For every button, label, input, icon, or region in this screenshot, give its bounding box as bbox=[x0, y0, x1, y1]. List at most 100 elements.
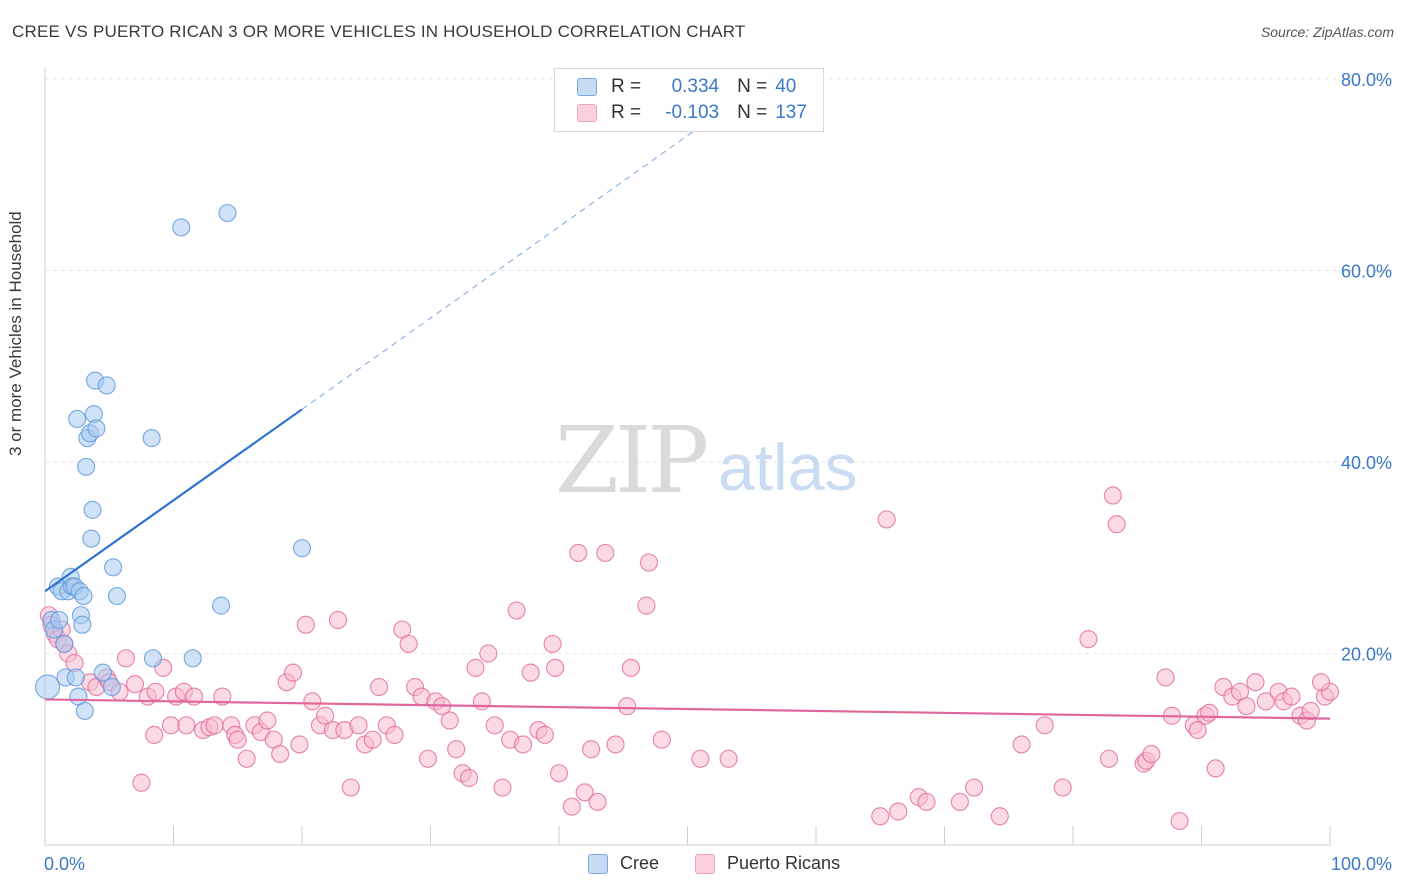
puerto-ricans-point bbox=[507, 601, 526, 620]
cree-point bbox=[292, 539, 312, 558]
puerto-ricans-point bbox=[889, 802, 908, 821]
puerto-ricans-point bbox=[637, 596, 656, 615]
series-legend: Cree Puerto Ricans bbox=[588, 853, 876, 874]
puerto-ricans-point bbox=[950, 792, 970, 812]
puerto-ricans-swatch bbox=[577, 104, 597, 122]
cree-swatch bbox=[588, 853, 608, 874]
puerto-ricans-point bbox=[125, 675, 145, 694]
watermark-atlas: atlas bbox=[718, 430, 857, 504]
cree-point bbox=[82, 529, 101, 548]
puerto-ricans-point bbox=[1079, 630, 1098, 649]
cree-point bbox=[211, 596, 231, 615]
puerto-ricans-point bbox=[639, 553, 659, 572]
y-tick-label: 80.0% bbox=[1341, 70, 1392, 90]
puerto-ricans-point bbox=[549, 764, 569, 783]
n-value: 40 bbox=[775, 76, 797, 97]
cree-point bbox=[87, 419, 106, 438]
grid-lines bbox=[45, 78, 1392, 654]
puerto-ricans-point bbox=[303, 692, 322, 711]
puerto-ricans-point bbox=[271, 744, 290, 764]
puerto-ricans-point bbox=[1246, 673, 1265, 692]
r-value: 0.334 bbox=[671, 76, 720, 97]
puerto-ricans-point bbox=[485, 716, 504, 735]
puerto-ricans-point bbox=[1107, 515, 1126, 534]
cree-point bbox=[107, 586, 127, 606]
puerto-ricans-point bbox=[237, 749, 256, 768]
puerto-ricans-point bbox=[258, 711, 277, 730]
puerto-ricans-point bbox=[1237, 697, 1256, 716]
cree-point bbox=[68, 409, 87, 429]
puerto-ricans-point bbox=[447, 740, 466, 759]
cree-point bbox=[55, 634, 74, 654]
puerto-ricans-point bbox=[877, 510, 896, 529]
cree-point bbox=[75, 701, 94, 721]
r-label: R = bbox=[611, 102, 642, 123]
puerto-ricans-point bbox=[328, 610, 348, 630]
puerto-ricans-point bbox=[596, 543, 615, 563]
puerto-ricans-point bbox=[283, 663, 303, 682]
cree-point bbox=[77, 457, 96, 476]
y-tick-label: 20.0% bbox=[1341, 645, 1392, 665]
y-tick-label: 40.0% bbox=[1341, 453, 1392, 473]
puerto-ricans-point bbox=[370, 677, 389, 697]
puerto-ricans-point bbox=[1200, 703, 1219, 722]
puerto-ricans-point bbox=[349, 716, 368, 735]
puerto-ricans-point bbox=[575, 783, 594, 802]
cree-point bbox=[34, 674, 61, 700]
puerto-ricans-swatch bbox=[695, 853, 716, 874]
puerto-ricans-point bbox=[652, 730, 671, 749]
stats-row-puerto-ricans: R = -0.103 N = 137 bbox=[577, 101, 807, 125]
legend-item-puerto-ricans: Puerto Ricans bbox=[695, 853, 840, 874]
puerto-ricans-point bbox=[316, 706, 335, 725]
puerto-ricans-point bbox=[990, 807, 1009, 826]
tick-labels: 20.0% 40.0% 60.0% 80.0% 0.0% 100.0% bbox=[44, 70, 1392, 874]
puerto-ricans-point bbox=[116, 649, 136, 668]
source-label: Source: ZipAtlas.com bbox=[1260, 24, 1394, 40]
r-label: R = bbox=[611, 76, 642, 97]
n-label: N = bbox=[737, 102, 768, 123]
puerto-ricans-point bbox=[145, 725, 164, 744]
stats-row-cree: R = 0.334 N = 40 bbox=[577, 75, 796, 99]
r-value: -0.103 bbox=[665, 102, 720, 123]
puerto-ricans-point bbox=[618, 697, 637, 716]
puerto-ricans-point bbox=[466, 658, 485, 677]
puerto-ricans-point bbox=[691, 749, 710, 768]
puerto-ricans-point bbox=[205, 716, 224, 735]
puerto-ricans-point bbox=[535, 725, 554, 744]
chart-title: CREE VS PUERTO RICAN 3 OR MORE VEHICLES … bbox=[12, 22, 746, 41]
cree-point bbox=[66, 668, 85, 687]
puerto-ricans-point bbox=[440, 711, 459, 730]
trend-lines bbox=[44, 116, 1331, 720]
puerto-ricans-point bbox=[719, 749, 738, 768]
puerto-ricans-point bbox=[606, 735, 625, 754]
cree-point bbox=[50, 610, 69, 630]
puerto-ricans-point bbox=[964, 778, 984, 797]
puerto-ricans-point bbox=[521, 663, 540, 682]
puerto-ricans-point bbox=[917, 792, 936, 812]
puerto-ricans-point bbox=[513, 735, 533, 754]
puerto-ricans-point bbox=[1103, 486, 1122, 505]
puerto-ricans-point bbox=[385, 725, 404, 744]
puerto-ricans-point bbox=[582, 740, 601, 759]
cree-point bbox=[73, 615, 92, 634]
watermark: ZIP atlas bbox=[555, 407, 857, 514]
puerto-ricans-point bbox=[418, 749, 438, 768]
puerto-ricans-point bbox=[161, 716, 181, 735]
puerto-ricans-point bbox=[1256, 692, 1275, 711]
watermark-zip: ZIP bbox=[555, 407, 706, 514]
puerto-ricans-point bbox=[569, 543, 588, 563]
cree-point bbox=[172, 218, 191, 237]
puerto-ricans-point bbox=[562, 797, 581, 816]
puerto-ricans-points bbox=[39, 486, 1340, 831]
puerto-ricans-point bbox=[1035, 716, 1054, 735]
puerto-ricans-point bbox=[1156, 668, 1175, 687]
puerto-ricans-point bbox=[296, 615, 315, 634]
puerto-ricans-point bbox=[1311, 673, 1331, 692]
puerto-ricans-point bbox=[177, 716, 196, 735]
puerto-ricans-point bbox=[621, 658, 641, 677]
puerto-ricans-point bbox=[1142, 744, 1161, 764]
legend-label: Puerto Ricans bbox=[727, 853, 841, 873]
cree-points bbox=[34, 203, 312, 721]
puerto-ricans-point bbox=[588, 792, 607, 812]
